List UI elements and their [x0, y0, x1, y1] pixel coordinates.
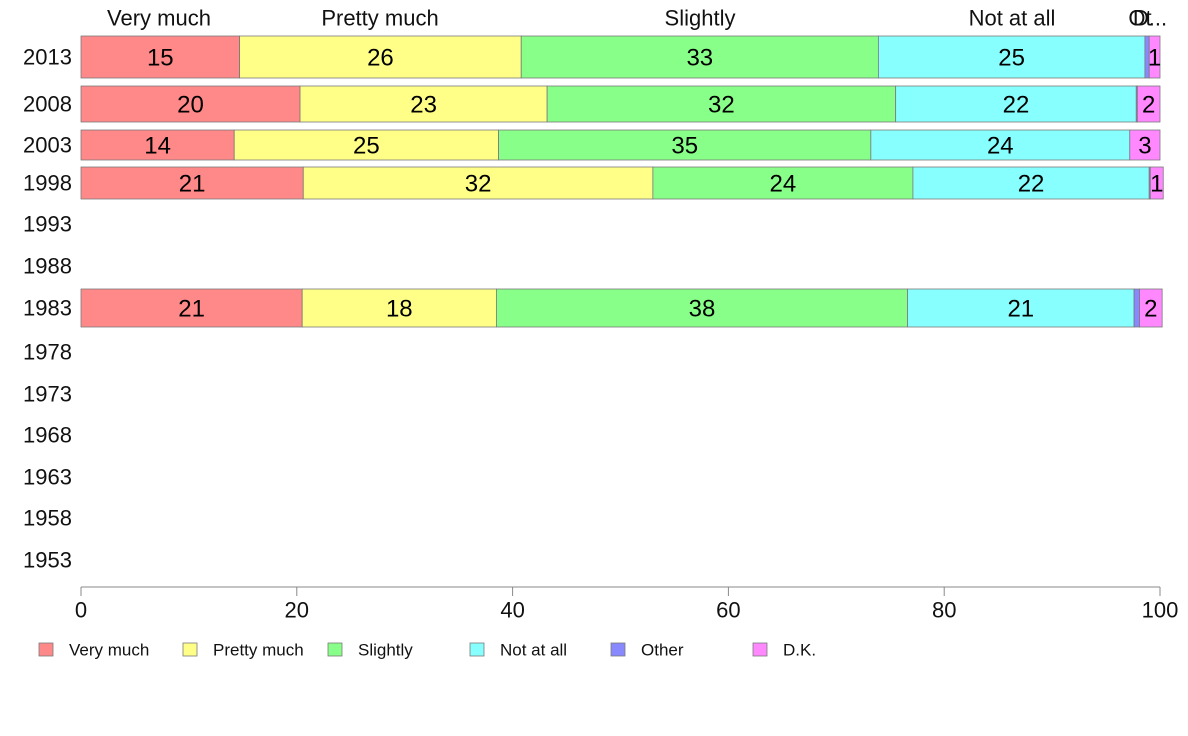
- year-label: 1998: [23, 171, 72, 196]
- data-label: 1: [1148, 45, 1161, 72]
- bar-segment: [1136, 85, 1161, 123]
- bar-segment: [1149, 166, 1164, 200]
- legend-swatch: [752, 642, 768, 657]
- bar-segment: [498, 129, 872, 161]
- data-label: 1: [1150, 171, 1163, 198]
- year-label: 1953: [23, 548, 72, 573]
- bar-segment: [301, 288, 497, 328]
- data-label: 2: [1144, 296, 1157, 323]
- bar-segment: [912, 166, 1150, 200]
- year-label: 1958: [23, 506, 72, 531]
- legend-swatch: [182, 642, 198, 657]
- year-label: 2013: [23, 45, 72, 70]
- bar-segment: [302, 166, 654, 200]
- data-label: 21: [178, 296, 205, 323]
- segment-header: Slightly: [665, 6, 736, 31]
- segment-header: Not at all: [969, 6, 1056, 31]
- data-label: 15: [147, 45, 174, 72]
- legend-label: Other: [641, 641, 684, 660]
- data-label: 35: [671, 133, 698, 160]
- data-label: 25: [353, 133, 380, 160]
- data-label: 20: [177, 92, 204, 119]
- data-label: 32: [465, 171, 492, 198]
- bar-segment: [496, 288, 908, 328]
- legend-label: D.K.: [783, 641, 816, 660]
- year-label: 1968: [23, 423, 72, 448]
- data-label: 24: [770, 171, 797, 198]
- bar-segment: [80, 85, 301, 123]
- bar-segment: [870, 129, 1131, 161]
- data-label: 22: [1018, 171, 1045, 198]
- segment-header: Ot: [1128, 6, 1151, 31]
- bar-segment: [239, 35, 522, 79]
- bar-segment: [80, 288, 303, 328]
- data-label: 32: [708, 92, 735, 119]
- legend-swatch: [469, 642, 485, 657]
- bar-segment: [652, 166, 914, 200]
- legend-label: Not at all: [500, 641, 567, 660]
- legend-label: Pretty much: [213, 641, 304, 660]
- legend-swatch: [38, 642, 54, 657]
- year-label: 1973: [23, 382, 72, 407]
- data-label: 38: [689, 296, 716, 323]
- x-tick-label: 80: [932, 598, 956, 623]
- x-tick-label: 20: [285, 598, 309, 623]
- data-label: 21: [1007, 296, 1034, 323]
- year-label: 1993: [23, 212, 72, 237]
- data-label: 33: [686, 45, 713, 72]
- x-tick-label: 40: [500, 598, 524, 623]
- bar-segment: [1148, 35, 1161, 79]
- bar-segment: [80, 129, 235, 161]
- year-label: 2008: [23, 92, 72, 117]
- x-tick-label: 60: [716, 598, 740, 623]
- data-label: 14: [144, 133, 171, 160]
- data-label: 24: [987, 133, 1014, 160]
- year-label: 1988: [23, 254, 72, 279]
- legend-label: Slightly: [358, 641, 413, 660]
- bar-segment: [299, 85, 548, 123]
- data-label: 18: [386, 296, 413, 323]
- data-label: 22: [1003, 92, 1030, 119]
- segment-header: Pretty much: [321, 6, 438, 31]
- bar-segment: [1139, 288, 1163, 328]
- data-label: 2: [1142, 92, 1155, 119]
- x-tick-label: 0: [75, 598, 87, 623]
- legend-swatch: [610, 642, 626, 657]
- bar-segment: [233, 129, 499, 161]
- legend-swatch: [327, 642, 343, 657]
- legend-label: Very much: [69, 641, 149, 660]
- data-label: 26: [367, 45, 394, 72]
- data-label: 23: [410, 92, 437, 119]
- data-label: 3: [1138, 133, 1151, 160]
- bar-segment: [1129, 129, 1161, 161]
- bar-segment: [80, 166, 304, 200]
- data-label: 25: [998, 45, 1025, 72]
- year-label: 1963: [23, 465, 72, 490]
- segment-header: Very much: [107, 6, 211, 31]
- bar-segment: [1133, 288, 1140, 328]
- data-label: 21: [179, 171, 206, 198]
- year-label: 2003: [23, 133, 72, 158]
- segment-header: D...: [1133, 6, 1167, 31]
- year-label: 1983: [23, 296, 72, 321]
- bar-segment: [546, 85, 897, 123]
- year-label: 1978: [23, 340, 72, 365]
- x-tick-label: 100: [1142, 598, 1179, 623]
